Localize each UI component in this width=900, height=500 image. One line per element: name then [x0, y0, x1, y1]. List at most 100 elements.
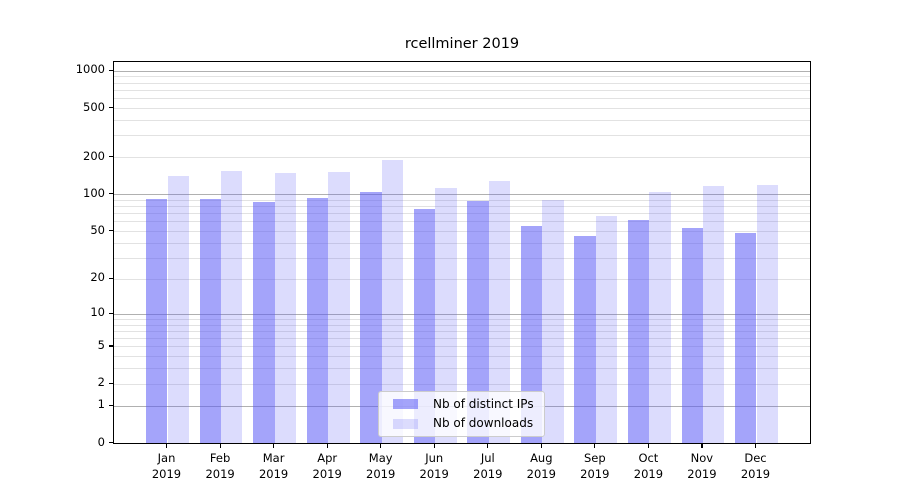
x-tick	[540, 444, 542, 448]
x-tick-label: Feb 2019	[192, 451, 248, 482]
y-gridline-minor	[114, 221, 810, 223]
y-tick-label: 0	[97, 434, 105, 449]
x-tick	[701, 444, 703, 448]
x-tick-label-month: Jan	[157, 451, 176, 465]
y-gridline-minor	[114, 356, 810, 358]
y-gridline-minor	[114, 330, 810, 332]
y-gridline-major	[114, 313, 810, 315]
y-gridline-minor	[114, 368, 810, 370]
bar-distinct-ips-jan	[146, 198, 168, 443]
y-gridline-minor	[114, 346, 810, 348]
bar-downloads-feb	[221, 170, 243, 443]
legend-row-downloads: Nb of downloads	[387, 416, 536, 433]
x-tick-label-month: May	[368, 451, 393, 465]
bar-downloads-jun	[435, 187, 457, 443]
y-tick-label: 20	[90, 270, 105, 285]
x-tick-label-month: Feb	[209, 451, 231, 465]
legend-row-distinct-ips: Nb of distinct IPs	[387, 396, 536, 413]
x-tick-label: Aug 2019	[513, 451, 569, 482]
y-tick	[108, 277, 113, 280]
y-tick-label: 1000	[75, 62, 105, 77]
x-tick	[433, 444, 435, 448]
y-tick	[108, 312, 113, 314]
y-gridline-minor	[114, 135, 810, 137]
x-tick-label: Nov 2019	[674, 451, 730, 482]
y-gridline-minor	[114, 318, 810, 320]
y-gridline-minor	[114, 82, 810, 84]
bar-distinct-ips-oct	[628, 219, 650, 443]
y-gridline-minor	[114, 324, 810, 326]
x-tick-label-month: Mar	[262, 451, 285, 465]
x-tick-label: May 2019	[353, 451, 409, 482]
y-gridline-minor	[114, 157, 810, 159]
x-tick-label: Mar 2019	[246, 451, 302, 482]
bar-downloads-sep	[595, 215, 618, 443]
x-tick-label-year: 2019	[312, 466, 342, 481]
x-tick-label-year: 2019	[740, 466, 771, 481]
legend-label-downloads: Nb of downloads	[433, 416, 534, 431]
bar-distinct-ips-nov	[681, 228, 703, 443]
bar-distinct-ips-feb	[199, 199, 222, 443]
bar-downloads-mar	[274, 172, 296, 443]
x-tick-label-year: 2019	[580, 466, 610, 481]
legend-swatch-downloads	[393, 418, 418, 429]
x-tick	[594, 444, 596, 448]
bar-downloads-may	[381, 159, 404, 443]
y-gridline-minor	[114, 213, 810, 215]
x-tick-label-month: Jul	[480, 451, 495, 465]
y-tick-label: 50	[90, 222, 105, 237]
y-tick	[108, 404, 113, 406]
bar-distinct-ips-dec	[735, 233, 757, 443]
x-tick	[487, 444, 489, 448]
chart-title: rcellminer 2019	[404, 36, 520, 52]
y-gridline-minor	[114, 98, 810, 100]
y-tick-label: 5	[97, 337, 105, 352]
bar-distinct-ips-may	[360, 191, 382, 443]
x-tick-label-month: Sep	[583, 451, 606, 465]
x-tick-label: Jun 2019	[406, 451, 462, 482]
y-gridline-minor	[114, 242, 810, 244]
y-tick	[108, 382, 113, 384]
y-tick	[108, 230, 113, 232]
y-gridline-minor	[114, 89, 810, 91]
y-gridline-minor	[114, 108, 810, 109]
bar-downloads-dec	[756, 184, 778, 443]
y-tick	[108, 156, 113, 158]
legend-swatch-distinct-ips	[393, 399, 418, 410]
y-tick	[108, 69, 113, 71]
x-tick	[755, 444, 757, 448]
x-tick	[219, 444, 221, 448]
y-tick-label: 100	[83, 185, 105, 200]
x-tick-label-year: 2019	[366, 466, 396, 481]
y-gridline-minor	[114, 199, 810, 201]
x-tick-label-month: Nov	[690, 451, 714, 465]
y-gridline-minor	[114, 76, 810, 78]
x-tick-label-year: 2019	[687, 466, 717, 481]
y-gridline-minor	[114, 257, 810, 259]
x-tick-label-month: Aug	[530, 451, 553, 465]
x-tick-label: Jul 2019	[460, 451, 516, 482]
y-tick	[108, 193, 113, 195]
x-tick	[166, 444, 168, 448]
y-gridline-major	[114, 70, 810, 72]
y-gridline-minor	[114, 383, 810, 385]
bar-distinct-ips-sep	[574, 235, 596, 443]
x-tick-label-year: 2019	[258, 466, 289, 481]
x-tick-label-month: Dec	[744, 451, 767, 465]
bar-downloads-nov	[702, 185, 725, 443]
x-tick-label-month: Apr	[317, 451, 338, 465]
y-gridline-minor	[114, 119, 810, 121]
bar-distinct-ips-jun	[413, 208, 436, 443]
y-gridline-minor	[114, 206, 810, 208]
y-gridline-minor	[114, 278, 810, 280]
x-tick-label-year: 2019	[526, 466, 556, 481]
y-tick-label: 500	[83, 99, 105, 114]
x-tick	[647, 444, 650, 448]
x-tick-label: Apr 2019	[299, 451, 355, 482]
legend-label-distinct-ips: Nb of distinct IPs	[433, 396, 534, 411]
y-gridline-minor	[114, 338, 810, 340]
bar-distinct-ips-apr	[306, 198, 329, 443]
x-tick-label-year: 2019	[419, 466, 449, 481]
x-tick-label-year: 2019	[473, 466, 503, 481]
bar-downloads-jan	[167, 176, 189, 443]
